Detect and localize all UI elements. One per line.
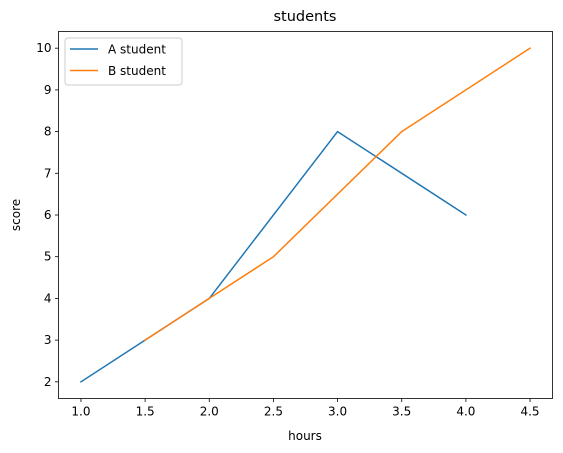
x-tick-label: 3.0 <box>328 405 347 419</box>
chart-title: students <box>274 9 337 25</box>
y-tick-label: 4 <box>44 291 52 305</box>
series-line-b-student <box>144 47 532 342</box>
x-tick-label: 3.5 <box>392 405 411 419</box>
legend: A student B student <box>64 37 183 86</box>
y-tick-label: 9 <box>44 83 52 97</box>
y-tick-label: 2 <box>44 375 52 389</box>
y-axis-ticks: 2 3 4 5 6 7 8 9 10 <box>36 41 59 389</box>
y-tick-label: 10 <box>36 41 51 55</box>
x-axis-ticks: 1.0 1.5 2.0 2.5 3.0 3.5 4.0 4.5 <box>71 398 540 419</box>
x-tick-label: 4.0 <box>456 405 475 419</box>
legend-label: A student <box>108 43 166 57</box>
legend-entries: A student B student <box>70 43 166 78</box>
x-tick-label: 2.5 <box>264 405 283 419</box>
y-tick-label: 7 <box>44 166 52 180</box>
x-tick-label: 2.0 <box>200 405 219 419</box>
series-layer <box>79 47 532 383</box>
x-tick-label: 4.5 <box>520 405 539 419</box>
x-tick-label: 1.0 <box>71 405 90 419</box>
y-tick-label: 5 <box>44 250 52 264</box>
y-axis-label: score <box>9 199 23 231</box>
legend-label: B student <box>108 64 166 78</box>
y-tick-label: 8 <box>44 125 52 139</box>
x-axis-label: hours <box>288 429 322 443</box>
y-tick-label: 3 <box>44 333 52 347</box>
x-tick-label: 1.5 <box>136 405 155 419</box>
y-tick-label: 6 <box>44 208 52 222</box>
